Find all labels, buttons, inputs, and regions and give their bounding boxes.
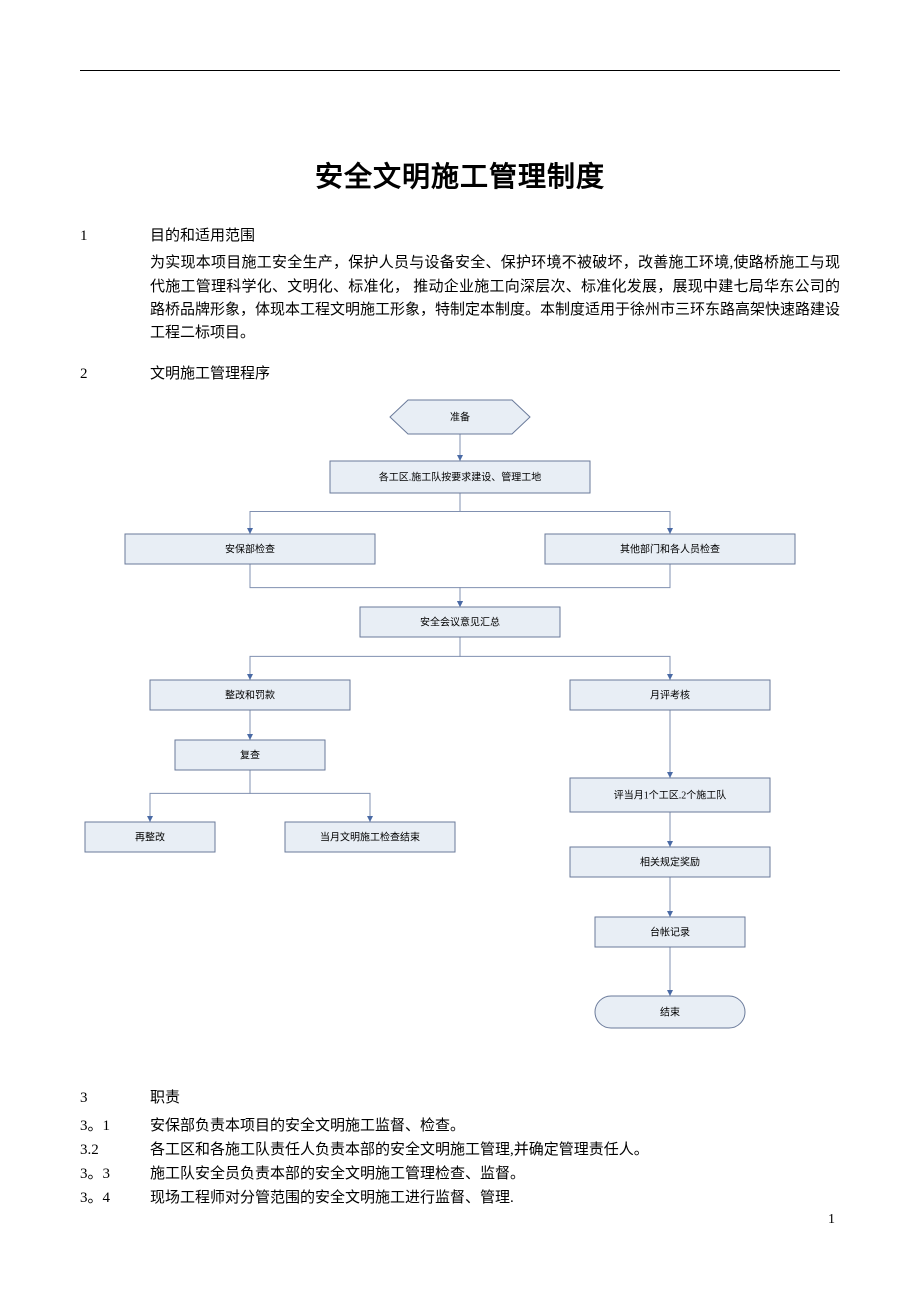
subsection-num: 3.2 — [80, 1138, 150, 1162]
subsection-num: 3。3 — [80, 1162, 150, 1186]
section-num: 2 — [80, 363, 150, 386]
section-3-heading: 3 职责 — [80, 1087, 840, 1110]
svg-text:当月文明施工检查结束: 当月文明施工检查结束 — [320, 830, 420, 843]
svg-text:台帐记录: 台帐记录 — [650, 925, 690, 938]
subsection-text: 安保部负责本项目的安全文明施工监督、检查。 — [150, 1114, 840, 1138]
flowchart-container: 准备各工区.施工队按要求建设、管理工地安保部检查 其他部门和各人员检查安全会议意见… — [80, 397, 840, 1062]
flow-edge — [460, 564, 670, 607]
flow-edge — [250, 637, 460, 680]
flow-node-build: 各工区.施工队按要求建设、管理工地 — [330, 461, 590, 493]
svg-text:安保部检查: 安保部检查 — [225, 542, 275, 555]
flow-edge — [250, 493, 460, 534]
svg-text:评当月1个工区.2个施工队: 评当月1个工区.2个施工队 — [614, 788, 727, 801]
svg-text:各工区.施工队按要求建设、管理工地: 各工区.施工队按要求建设、管理工地 — [379, 470, 542, 483]
subsection-text: 施工队安全员负责本部的安全文明施工管理检查、监督。 — [150, 1162, 840, 1186]
section-2-heading: 2 文明施工管理程序 — [80, 363, 840, 386]
subsection-3-4: 3。4 现场工程师对分管范围的安全文明施工进行监督、管理. — [80, 1186, 840, 1210]
svg-text:安全会议意见汇总: 安全会议意见汇总 — [420, 615, 500, 628]
section-1-heading: 1 目的和适用范围 — [80, 225, 840, 248]
header-rule — [80, 70, 840, 71]
flow-edge — [460, 493, 670, 534]
flowchart-svg: 准备各工区.施工队按要求建设、管理工地安保部检查 其他部门和各人员检查安全会议意见… — [80, 397, 840, 1057]
subsection-num: 3。4 — [80, 1186, 150, 1210]
svg-text:其他部门和各人员检查: 其他部门和各人员检查 — [620, 542, 720, 555]
svg-text:再整改: 再整改 — [135, 830, 165, 843]
section-label: 目的和适用范围 — [150, 225, 840, 248]
section-label: 文明施工管理程序 — [150, 363, 840, 386]
subsection-3-3: 3。3 施工队安全员负责本部的安全文明施工管理检查、监督。 — [80, 1162, 840, 1186]
page-number: 1 — [828, 1212, 835, 1228]
flow-node-month: 月评考核 — [570, 680, 770, 710]
flow-node-eval: 评当月1个工区.2个施工队 — [570, 778, 770, 812]
flow-node-meet: 安全会议意见汇总 — [360, 607, 560, 637]
flow-node-recheck: 复查 — [175, 740, 325, 770]
document-title: 安全文明施工管理制度 — [80, 155, 840, 195]
svg-text:准备: 准备 — [450, 410, 470, 423]
flow-node-refix: 再整改 — [85, 822, 215, 852]
section-num: 3 — [80, 1087, 150, 1110]
flow-node-ledger: 台帐记录 — [595, 917, 745, 947]
flow-node-reward: 相关规定奖励 — [570, 847, 770, 877]
flow-edge — [460, 637, 670, 680]
subsection-num: 3。1 — [80, 1114, 150, 1138]
document-page: 安全文明施工管理制度 1 目的和适用范围 为实现本项目施工安全生产，保护人员与设… — [0, 0, 920, 1250]
svg-text:整改和罚款: 整改和罚款 — [225, 688, 275, 701]
section-label: 职责 — [150, 1087, 840, 1110]
flow-node-sec: 安保部检查 — [125, 534, 375, 564]
section-num: 1 — [80, 225, 150, 248]
flow-edge — [150, 770, 250, 822]
subsection-3-2: 3.2 各工区和各施工队责任人负责本部的安全文明施工管理,并确定管理责任人。 — [80, 1138, 840, 1162]
flow-edge — [250, 564, 460, 607]
subsection-3-1: 3。1 安保部负责本项目的安全文明施工监督、检查。 — [80, 1114, 840, 1138]
flow-node-prep: 准备 — [390, 400, 530, 434]
svg-text:复查: 复查 — [240, 748, 260, 761]
flow-node-fix: 整改和罚款 — [150, 680, 350, 710]
flow-node-other: 其他部门和各人员检查 — [545, 534, 795, 564]
flow-node-end: 结束 — [595, 996, 745, 1028]
flow-edge — [250, 770, 370, 822]
svg-text:月评考核: 月评考核 — [650, 688, 690, 701]
svg-text:结束: 结束 — [660, 1005, 680, 1018]
flow-node-monthend: 当月文明施工检查结束 — [285, 822, 455, 852]
svg-text:相关规定奖励: 相关规定奖励 — [640, 855, 700, 868]
subsection-text: 各工区和各施工队责任人负责本部的安全文明施工管理,并确定管理责任人。 — [150, 1138, 840, 1162]
section-1-body: 为实现本项目施工安全生产，保护人员与设备安全、保护环境不被破坏，改善施工环境,使… — [150, 252, 840, 345]
subsection-text: 现场工程师对分管范围的安全文明施工进行监督、管理. — [150, 1186, 840, 1210]
